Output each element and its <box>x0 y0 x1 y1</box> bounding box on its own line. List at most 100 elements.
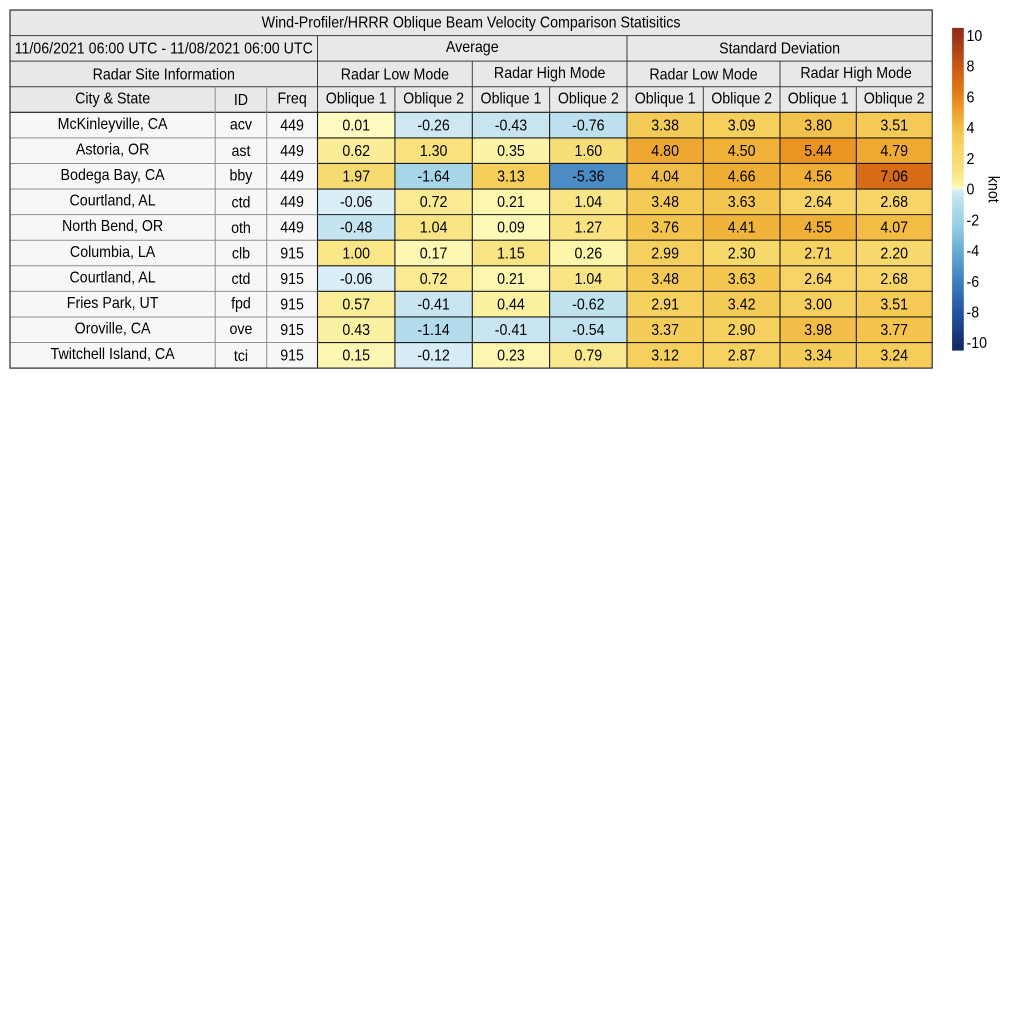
svg-text:tci: tci <box>234 347 248 365</box>
svg-text:oth: oth <box>231 219 251 237</box>
svg-text:-5.36: -5.36 <box>572 168 604 186</box>
svg-text:Oblique 1: Oblique 1 <box>635 90 696 108</box>
svg-text:3.48: 3.48 <box>651 270 679 288</box>
svg-text:Columbia, LA: Columbia, LA <box>70 243 156 261</box>
svg-text:11/06/2021 06:00 UTC - 11/08/2: 11/06/2021 06:00 UTC - 11/08/2021 06:00 … <box>15 40 313 58</box>
svg-text:0.35: 0.35 <box>497 142 525 160</box>
svg-text:Oblique 1: Oblique 1 <box>788 90 849 108</box>
svg-text:Average: Average <box>446 38 499 56</box>
svg-text:-0.06: -0.06 <box>340 270 372 288</box>
svg-text:-8: -8 <box>967 304 980 322</box>
svg-text:3.38: 3.38 <box>651 117 679 135</box>
svg-text:10: 10 <box>967 27 983 45</box>
svg-text:5.44: 5.44 <box>804 142 832 160</box>
svg-text:-0.41: -0.41 <box>417 296 449 314</box>
svg-text:fpd: fpd <box>231 295 251 313</box>
svg-text:2.99: 2.99 <box>651 245 679 263</box>
svg-text:449: 449 <box>280 219 304 237</box>
svg-text:Oblique 2: Oblique 2 <box>711 90 772 108</box>
svg-text:2.68: 2.68 <box>880 270 908 288</box>
svg-text:knot: knot <box>984 176 1002 204</box>
svg-text:-1.14: -1.14 <box>417 321 449 339</box>
svg-text:-0.76: -0.76 <box>572 117 604 135</box>
svg-text:-2: -2 <box>967 212 980 230</box>
svg-text:Oblique 2: Oblique 2 <box>864 90 925 108</box>
svg-text:449: 449 <box>280 142 304 160</box>
svg-text:-0.43: -0.43 <box>495 117 527 135</box>
svg-text:3.13: 3.13 <box>497 168 525 186</box>
svg-text:Astoria, OR: Astoria, OR <box>76 141 150 159</box>
svg-text:1.60: 1.60 <box>574 142 602 160</box>
svg-text:2.30: 2.30 <box>728 245 756 263</box>
svg-text:0.79: 0.79 <box>574 347 602 365</box>
svg-text:4.66: 4.66 <box>728 168 756 186</box>
svg-text:0.72: 0.72 <box>420 193 448 211</box>
svg-text:ove: ove <box>229 320 252 338</box>
svg-text:Oblique 2: Oblique 2 <box>558 90 619 108</box>
svg-text:-4: -4 <box>967 242 980 260</box>
svg-text:0.15: 0.15 <box>342 347 370 365</box>
svg-text:ctd: ctd <box>231 270 250 288</box>
svg-text:1.04: 1.04 <box>574 270 602 288</box>
svg-text:0.23: 0.23 <box>497 347 525 365</box>
svg-text:1.15: 1.15 <box>497 245 525 263</box>
svg-text:Standard Deviation: Standard Deviation <box>719 40 840 58</box>
svg-text:2.71: 2.71 <box>804 245 832 263</box>
svg-text:3.51: 3.51 <box>880 296 908 314</box>
svg-text:0.72: 0.72 <box>420 270 448 288</box>
svg-text:Twitchell Island, CA: Twitchell Island, CA <box>51 345 176 363</box>
svg-text:449: 449 <box>280 168 304 186</box>
svg-text:4.07: 4.07 <box>880 219 908 237</box>
svg-text:915: 915 <box>280 270 304 288</box>
svg-text:acv: acv <box>230 116 253 134</box>
svg-text:3.00: 3.00 <box>804 296 832 314</box>
svg-text:2.91: 2.91 <box>651 296 679 314</box>
svg-text:0.62: 0.62 <box>342 142 370 160</box>
svg-text:Oroville, CA: Oroville, CA <box>75 320 152 338</box>
svg-text:-0.48: -0.48 <box>340 219 372 237</box>
svg-text:915: 915 <box>280 245 304 263</box>
svg-text:2.64: 2.64 <box>804 193 832 211</box>
svg-text:7.06: 7.06 <box>880 168 908 186</box>
svg-text:3.98: 3.98 <box>804 321 832 339</box>
svg-text:3.24: 3.24 <box>880 347 908 365</box>
svg-text:-0.06: -0.06 <box>340 193 372 211</box>
svg-text:1.04: 1.04 <box>420 219 448 237</box>
svg-text:0.57: 0.57 <box>342 296 370 314</box>
svg-text:3.09: 3.09 <box>728 117 756 135</box>
svg-text:City & State: City & State <box>75 90 150 108</box>
svg-text:bby: bby <box>229 167 252 185</box>
svg-text:3.12: 3.12 <box>651 347 679 365</box>
svg-text:-1.64: -1.64 <box>417 168 449 186</box>
svg-text:Oblique 1: Oblique 1 <box>481 90 542 108</box>
svg-text:2.20: 2.20 <box>880 245 908 263</box>
svg-text:3.80: 3.80 <box>804 117 832 135</box>
svg-text:Radar Site Information: Radar Site Information <box>93 66 235 84</box>
svg-text:3.34: 3.34 <box>804 347 832 365</box>
svg-text:3.51: 3.51 <box>880 117 908 135</box>
svg-text:449: 449 <box>280 193 304 211</box>
svg-text:Radar Low Mode: Radar Low Mode <box>341 66 449 84</box>
svg-text:3.42: 3.42 <box>728 296 756 314</box>
svg-text:Oblique 2: Oblique 2 <box>403 90 464 108</box>
svg-text:Freq: Freq <box>277 90 306 108</box>
svg-text:3.63: 3.63 <box>728 193 756 211</box>
svg-text:-10: -10 <box>967 334 988 352</box>
svg-text:2.90: 2.90 <box>728 321 756 339</box>
svg-text:ctd: ctd <box>231 194 250 212</box>
svg-text:clb: clb <box>232 245 250 263</box>
svg-text:1.27: 1.27 <box>574 219 602 237</box>
svg-text:0: 0 <box>967 181 975 199</box>
svg-text:Courtland, AL: Courtland, AL <box>70 192 156 210</box>
svg-text:2: 2 <box>967 150 975 168</box>
svg-text:4.55: 4.55 <box>804 219 832 237</box>
svg-text:Wind-Profiler/HRRR Oblique Bea: Wind-Profiler/HRRR Oblique Beam Velocity… <box>262 14 681 32</box>
svg-text:3.77: 3.77 <box>880 321 908 339</box>
svg-text:3.48: 3.48 <box>651 193 679 211</box>
svg-text:0.43: 0.43 <box>342 321 370 339</box>
svg-text:North Bend, OR: North Bend, OR <box>62 217 163 235</box>
svg-text:2.87: 2.87 <box>728 347 756 365</box>
svg-text:0.09: 0.09 <box>497 219 525 237</box>
svg-text:4.04: 4.04 <box>651 168 679 186</box>
svg-text:4: 4 <box>967 119 975 137</box>
